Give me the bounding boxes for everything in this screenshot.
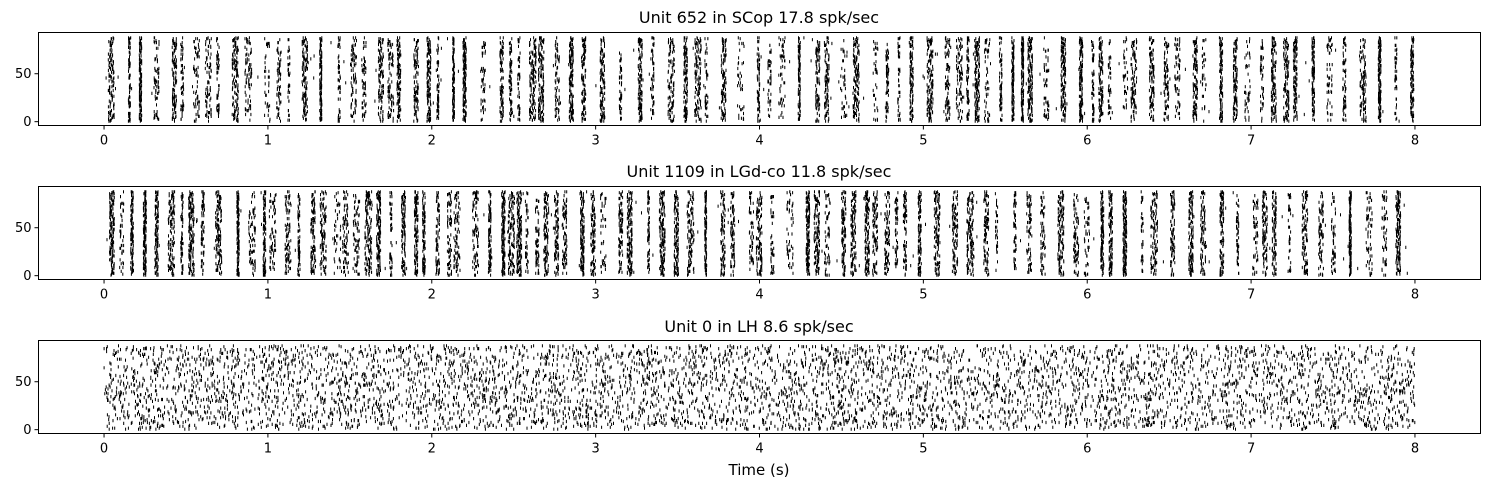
x-tick-label: 5	[919, 288, 927, 303]
x-tick-label: 8	[1411, 442, 1419, 457]
panel-3-spikes	[103, 344, 1416, 431]
panel-2: Unit 1109 in LGd-co 11.8 spk/sec 0 1 2 3 4 5 6…	[15, 162, 1481, 303]
y-tick-label: 0	[23, 423, 31, 438]
x-tick-label: 4	[755, 134, 763, 149]
y-tick-label: 50	[15, 375, 32, 390]
x-tick-label: 4	[755, 442, 763, 457]
panel-3-title: Unit 0 in LH 8.6 spk/sec	[664, 317, 853, 336]
x-tick-label: 4	[755, 288, 763, 303]
x-tick-label: 0	[100, 134, 108, 149]
panel-3-spike-raster	[103, 344, 1416, 431]
x-tick-label: 2	[428, 442, 436, 457]
x-tick-label: 3	[591, 442, 599, 457]
y-tick-label: 0	[23, 115, 31, 130]
x-axis-label: Time (s)	[728, 461, 790, 479]
x-tick-label: 8	[1411, 134, 1419, 149]
panel-2-ticks: 0 1 2 3 4 5 6 7 8 0 50	[15, 221, 1419, 302]
panel-3: Unit 0 in LH 8.6 spk/sec 0 1 2 3 4 5 6 7 8 0 50	[15, 317, 1481, 457]
x-tick-label: 6	[1083, 442, 1091, 457]
x-tick-label: 6	[1083, 134, 1091, 149]
panel-2-spikes	[106, 190, 1408, 277]
x-tick-label: 2	[428, 134, 436, 149]
panel-1: Unit 652 in SCop 17.8 spk/sec 0 1 2 3 4 5 6 7 80…	[15, 8, 1481, 149]
x-tick-label: 5	[919, 134, 927, 149]
x-tick-label: 5	[919, 442, 927, 457]
x-tick-label: 7	[1247, 134, 1255, 149]
panel-2-title: Unit 1109 in LGd-co 11.8 spk/sec	[627, 162, 892, 181]
x-tick-label: 7	[1247, 288, 1255, 303]
x-tick-label: 6	[1083, 288, 1091, 303]
panel-1-spike-raster	[105, 36, 1415, 123]
x-tick-label: 3	[591, 134, 599, 149]
panel-2-spike-raster	[106, 190, 1408, 277]
x-tick-label: 7	[1247, 442, 1255, 457]
x-tick-label: 1	[264, 288, 272, 303]
panel-1-spikes	[105, 36, 1415, 123]
y-tick-label: 0	[23, 269, 31, 284]
x-tick-label: 3	[591, 288, 599, 303]
x-tick-label: 0	[100, 442, 108, 457]
panel-1-ticks: 0 1 2 3 4 5 6 7 8 0 50	[15, 67, 1419, 148]
y-tick-label: 50	[15, 221, 32, 236]
x-tick-label: 8	[1411, 288, 1419, 303]
x-tick-label: 1	[264, 442, 272, 457]
panel-1-title: Unit 652 in SCop 17.8 spk/sec	[639, 8, 879, 27]
x-tick-label: 0	[100, 288, 108, 303]
x-tick-label: 1	[264, 134, 272, 149]
x-tick-label: 2	[428, 288, 436, 303]
y-tick-label: 50	[15, 67, 32, 82]
panel-3-ticks: 0 1 2 3 4 5 6 7 8 0 50	[15, 375, 1419, 456]
